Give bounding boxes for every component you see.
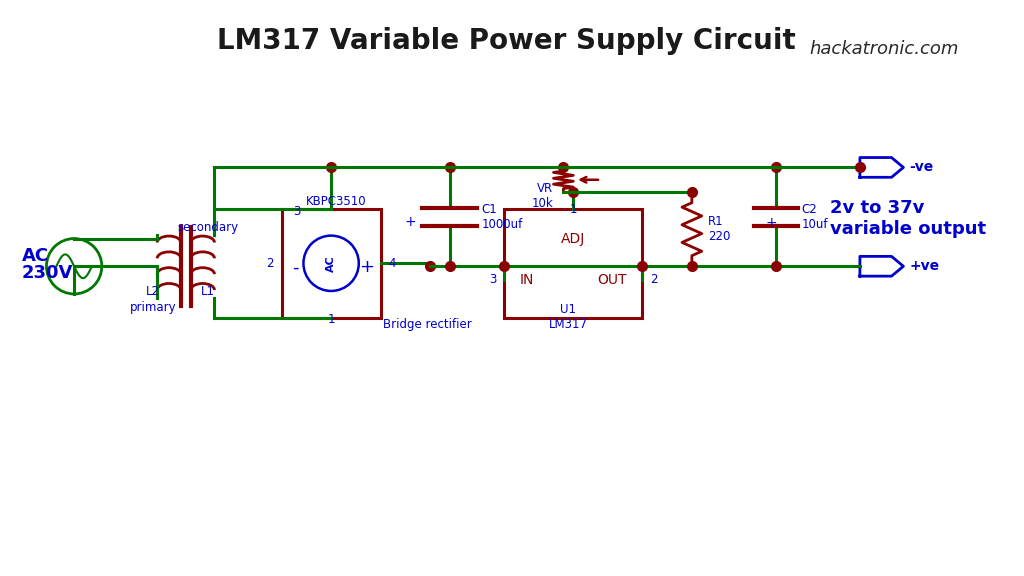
Text: primary: primary: [130, 301, 176, 314]
Text: ADJ: ADJ: [561, 232, 586, 247]
Text: AC: AC: [22, 247, 49, 266]
Text: Bridge rectifier: Bridge rectifier: [383, 319, 471, 332]
Text: 230V: 230V: [22, 264, 73, 282]
Text: hackatronic.com: hackatronic.com: [809, 40, 958, 58]
Text: 4: 4: [388, 257, 396, 270]
Text: 1: 1: [569, 203, 577, 216]
Text: 2: 2: [650, 273, 657, 286]
Text: C2
10uf: C2 10uf: [802, 203, 828, 231]
Text: secondary: secondary: [177, 221, 239, 234]
Text: L1: L1: [201, 285, 215, 298]
Text: 2: 2: [266, 257, 273, 270]
Polygon shape: [860, 256, 903, 276]
Bar: [504, 209, 642, 317]
Text: +: +: [404, 215, 416, 229]
Text: LM317 Variable Power Supply Circuit: LM317 Variable Power Supply Circuit: [217, 27, 796, 55]
Text: C1
1000uf: C1 1000uf: [481, 203, 522, 231]
Text: R1
220: R1 220: [708, 215, 730, 243]
Text: AC: AC: [326, 255, 336, 272]
Text: 3: 3: [488, 273, 497, 286]
Text: IN: IN: [520, 272, 535, 287]
Text: -: -: [292, 258, 299, 276]
Text: KBPC3510: KBPC3510: [306, 195, 367, 208]
Text: 1: 1: [328, 313, 335, 325]
Polygon shape: [860, 157, 903, 177]
Text: OUT: OUT: [597, 272, 627, 287]
Text: 2v to 37v
variable output: 2v to 37v variable output: [830, 199, 986, 238]
Text: -ve: -ve: [909, 160, 934, 175]
Text: +ve: +ve: [909, 259, 939, 273]
Text: U1
LM317: U1 LM317: [549, 304, 588, 332]
Text: +: +: [359, 258, 374, 276]
Text: L2: L2: [146, 285, 160, 298]
Text: VR
10k: VR 10k: [531, 182, 554, 210]
Bar: [282, 209, 381, 317]
Text: +: +: [765, 215, 777, 230]
Text: 3: 3: [294, 205, 301, 218]
